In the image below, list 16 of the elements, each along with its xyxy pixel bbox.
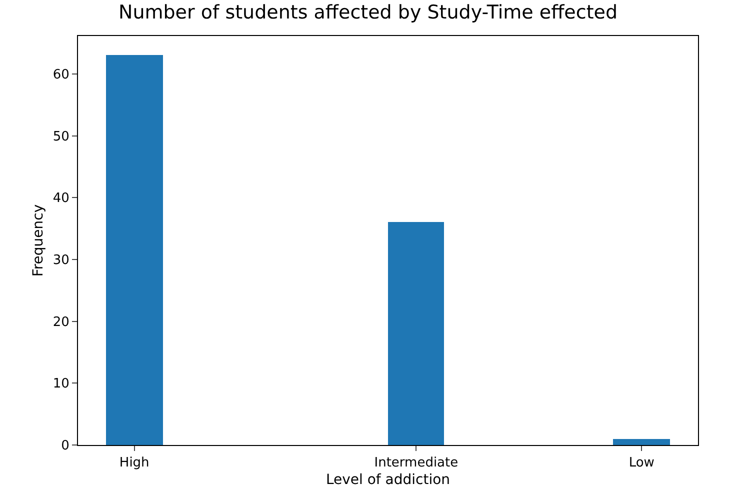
x-tick-label: Low (628, 456, 655, 471)
y-tick-label: 0 (61, 438, 70, 454)
x-axis-title: Level of addiction (326, 472, 450, 488)
bar (613, 439, 670, 445)
y-tick-label: 60 (52, 68, 70, 83)
chart-title: Number of students affected by Study-Time effected (118, 1, 618, 24)
x-tick-label: High (119, 456, 150, 471)
y-tick-label: 30 (52, 253, 70, 268)
y-tick-label: 20 (52, 314, 70, 330)
y-axis-title: Frequency (30, 204, 46, 277)
y-tick-label: 10 (52, 376, 70, 392)
y-tick-label: 40 (52, 191, 70, 206)
bar (388, 222, 444, 445)
x-tick-label: Intermediate (374, 456, 458, 471)
y-tick-label: 50 (52, 129, 70, 144)
bar (106, 55, 163, 445)
